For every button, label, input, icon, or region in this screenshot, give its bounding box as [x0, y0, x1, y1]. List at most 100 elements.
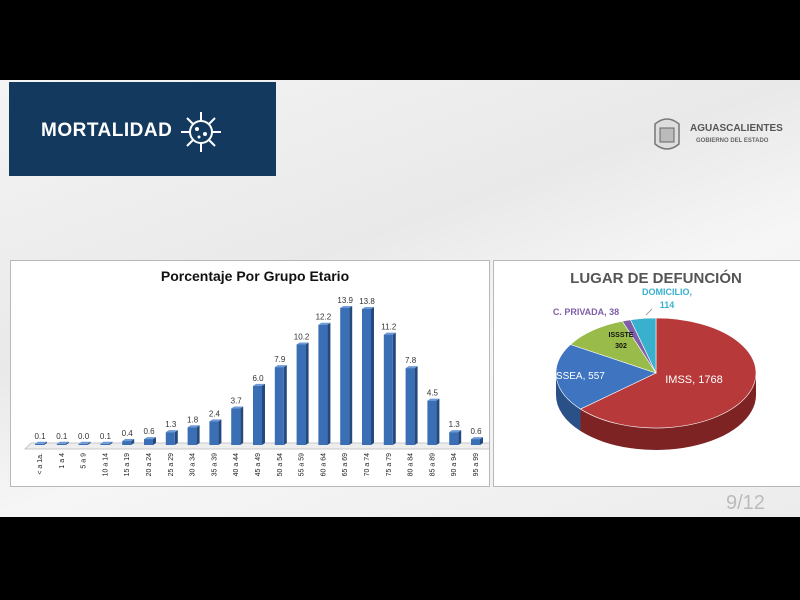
- bar-top: [296, 342, 309, 345]
- bar-value-label: 13.8: [359, 297, 375, 306]
- x-tick-label: 30 a 34: [190, 453, 197, 476]
- death-place-pie-chart: LUGAR DE DEFUNCIÓN IMSS, 1768 ISSEA, 557 I…: [553, 269, 757, 450]
- bar-top: [165, 430, 178, 433]
- x-tick-label: 75 a 79: [386, 453, 393, 476]
- bar-top: [427, 398, 440, 401]
- aguascalientes-logo: AGUASCALIENTES GOBIERNO DEL ESTADO: [650, 114, 800, 154]
- bar-value-label: 0.0: [78, 432, 90, 441]
- page-indicator: 9/12: [726, 492, 765, 514]
- bar-value-label: 1.3: [165, 420, 177, 429]
- bar: [144, 439, 153, 445]
- bar: [340, 307, 350, 445]
- bar-value-label: 7.8: [405, 356, 417, 365]
- x-tick-label: 90 a 94: [451, 453, 458, 476]
- logo-subtitle: GOBIERNO DEL ESTADO: [696, 138, 769, 144]
- bar: [449, 432, 459, 445]
- bar-side: [196, 425, 200, 445]
- bar-value-label: 13.9: [337, 296, 353, 305]
- bar-value-label: 11.2: [381, 323, 397, 332]
- bar-chart-title: Porcentaje Por Grupo Etario: [161, 268, 349, 284]
- bar: [274, 367, 284, 445]
- virus-icon: [181, 112, 221, 152]
- bar: [427, 400, 437, 445]
- bar-top: [144, 437, 156, 440]
- bar-side: [414, 366, 418, 445]
- x-tick-label: 80 a 84: [408, 453, 415, 476]
- bar-side: [109, 441, 113, 445]
- pie-label-c-privada: C. PRIVADA, 38: [553, 307, 619, 317]
- slide: MORTALIDAD AGUASCALIENTES GOBIERNO DEL E…: [0, 80, 800, 517]
- bar-value-label: 0.1: [34, 432, 46, 441]
- bar-side: [480, 437, 483, 445]
- x-tick-label: 50 a 54: [277, 453, 284, 476]
- bar-side: [262, 383, 265, 445]
- bar-value-label: 10.2: [294, 332, 310, 341]
- bar-side: [392, 332, 396, 445]
- bar-top: [56, 441, 69, 444]
- x-tick-label: 65 a 69: [342, 453, 349, 476]
- pie-label-domicilio-value: 114: [660, 300, 675, 310]
- pie-leader-line: [645, 308, 653, 316]
- x-tick-label: 60 a 64: [320, 453, 327, 476]
- bar-value-label: 0.6: [470, 427, 482, 436]
- bar-top: [231, 406, 244, 409]
- age-group-bar-chart: Porcentaje Por Grupo Etario 0.1 < a 1a. 0.…: [24, 268, 500, 476]
- x-tick-label: 20 a 24: [146, 453, 153, 476]
- x-tick-label: 5 a 9: [81, 453, 88, 469]
- bar-value-label: 3.7: [231, 397, 243, 406]
- bar-side: [349, 305, 353, 445]
- bar: [296, 344, 306, 445]
- bar-top: [471, 437, 483, 440]
- bar-side: [87, 441, 91, 445]
- bar-top: [449, 430, 462, 433]
- x-tick-label: 70 a 74: [364, 453, 371, 476]
- bar-side: [218, 419, 222, 445]
- bar-top: [100, 441, 113, 444]
- x-tick-label: 55 a 59: [299, 453, 306, 476]
- x-tick-label: 95 a 99: [473, 453, 480, 476]
- bar-top: [340, 305, 353, 308]
- bar-top: [253, 383, 265, 386]
- bar: [362, 308, 371, 445]
- coat-of-arms-icon: [654, 118, 680, 150]
- bar-value-label: 1.8: [187, 415, 199, 424]
- x-tick-label: 25 a 29: [168, 453, 175, 476]
- bar: [100, 443, 110, 445]
- pie-slice-issste: [569, 320, 657, 374]
- bar-side: [131, 439, 135, 445]
- bar-top: [187, 425, 200, 428]
- bar: [56, 443, 66, 445]
- bar-value-label: 4.5: [427, 389, 439, 398]
- pie-slice-imss: [579, 317, 757, 429]
- x-tick-label: 1 a 4: [59, 453, 66, 469]
- death-place-chart-panel: LUGAR DE DEFUNCIÓN IMSS, 1768 ISSEA, 557 I…: [493, 260, 800, 487]
- bar-value-label: 1.3: [449, 420, 461, 429]
- age-group-chart-panel: Porcentaje Por Grupo Etario 0.1 < a 1a. 0.…: [10, 260, 500, 487]
- bar-side: [44, 441, 47, 445]
- bar-side: [240, 406, 244, 445]
- bar: [35, 443, 44, 445]
- bar-value-label: 0.1: [100, 432, 112, 441]
- bar: [253, 385, 262, 445]
- bar-side: [153, 437, 156, 445]
- bar-top: [274, 365, 287, 368]
- header-banner: MORTALIDAD: [9, 82, 276, 176]
- x-tick-label: 10 a 14: [102, 453, 109, 476]
- bar-top: [318, 322, 331, 325]
- bar-value-label: 6.0: [252, 374, 264, 383]
- bar: [231, 408, 241, 445]
- bar: [405, 368, 415, 445]
- bar-top: [209, 419, 222, 422]
- pie-slice-side-issea: [556, 373, 581, 432]
- bar-top: [78, 441, 91, 444]
- bar: [318, 324, 328, 445]
- bar: [209, 421, 219, 445]
- bar-side: [371, 306, 374, 445]
- bar-value-label: 0.1: [56, 432, 68, 441]
- pie-slice-issea: [555, 344, 657, 410]
- bar: [471, 439, 480, 445]
- bar-side: [327, 322, 331, 445]
- bar-side: [174, 430, 178, 445]
- bar-side: [65, 441, 69, 445]
- bar: [122, 441, 132, 445]
